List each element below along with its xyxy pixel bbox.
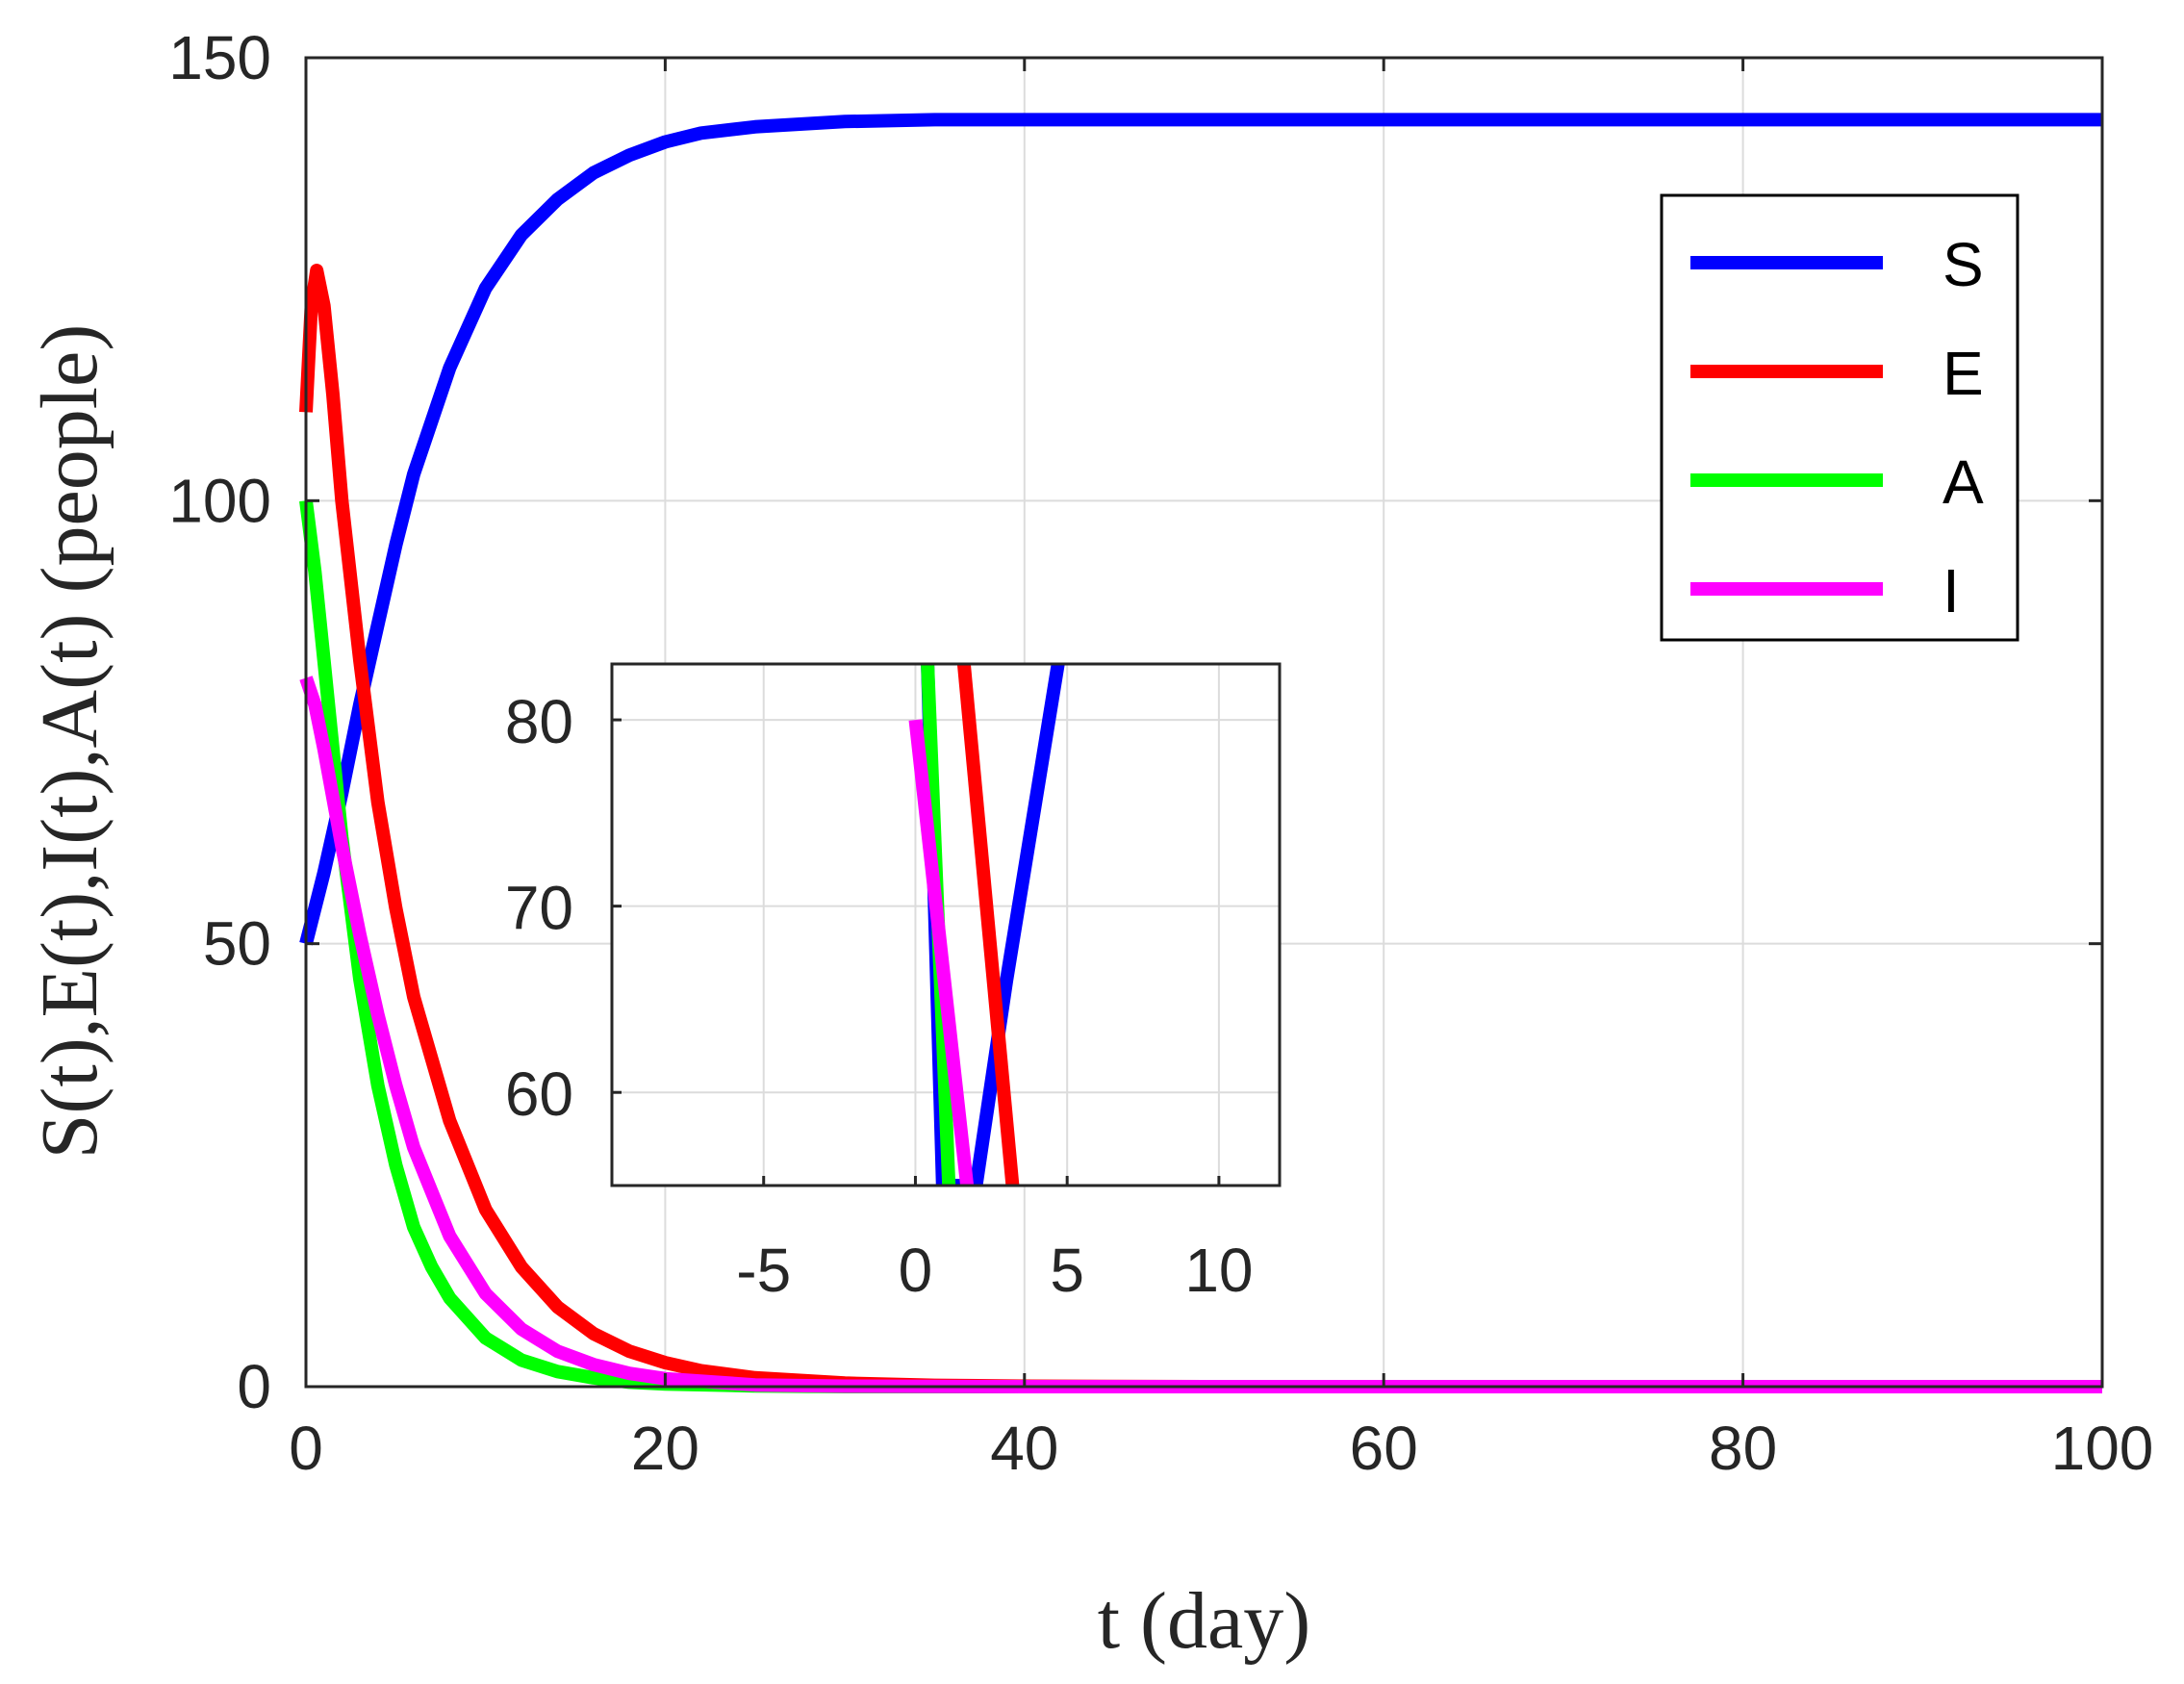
y-tick-label: 50 [203, 909, 271, 979]
x-tick-label: 40 [990, 1414, 1058, 1483]
legend-label-I: I [1943, 556, 1960, 625]
legend-label-A: A [1943, 447, 1984, 517]
inset-grid [612, 664, 1280, 1186]
inset-y-tick-label: 70 [505, 874, 573, 943]
inset-x-tick-label: 5 [1050, 1236, 1084, 1305]
inset-series [908, 664, 1065, 1186]
inset-x-tick-label: -5 [736, 1236, 791, 1305]
x-tick-label: 0 [289, 1414, 323, 1483]
x-tick-label: 60 [1350, 1414, 1418, 1483]
y-tick-label: 100 [168, 466, 271, 535]
main-axes-box [304, 56, 2104, 1389]
inset-series-line-E [956, 664, 1020, 1186]
inset-plot: -5 0 5 10 60 70 80 [505, 662, 1282, 1305]
y-axis-label: S(t),E(t),I(t),A(t) (people) [25, 324, 114, 1160]
inset-y-tick-label: 60 [505, 1059, 573, 1129]
inset-axes-box [610, 662, 1282, 1187]
y-tick-label: 0 [237, 1352, 271, 1421]
inset-x-tick-label: 0 [899, 1236, 933, 1305]
x-tick-label: 100 [2051, 1414, 2154, 1483]
x-tick-label: 20 [631, 1414, 699, 1483]
inset-x-tick-label: 10 [1184, 1236, 1253, 1305]
legend-label-E: E [1943, 339, 1984, 408]
inset-series-line-I [908, 719, 975, 1186]
series-line-S [299, 113, 2102, 946]
y-tick-label: 150 [168, 23, 271, 92]
x-axis-label: t (day) [1098, 1576, 1311, 1666]
inset-y-tick-label: 80 [505, 687, 573, 756]
legend-label-S: S [1943, 230, 1984, 299]
x-tick-label: 80 [1709, 1414, 1777, 1483]
